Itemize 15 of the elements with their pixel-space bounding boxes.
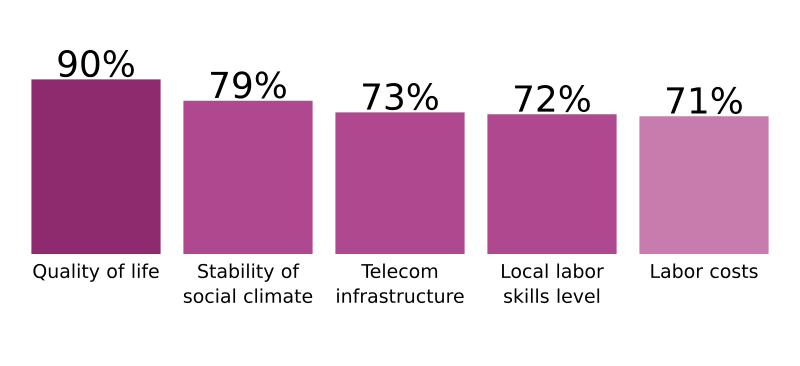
bar	[31, 79, 161, 254]
data-label: 79%	[211, 71, 286, 98]
x-tick-label: Local labor skills level	[502, 264, 604, 304]
bar	[639, 116, 769, 254]
x-tick-label: Stability of social climate	[184, 264, 312, 304]
x-tick-label: Telecom infrastructure	[337, 264, 464, 304]
data-label: 90%	[58, 50, 134, 78]
bar	[183, 100, 313, 254]
data-label: 73%	[363, 83, 438, 110]
data-label: 72%	[515, 84, 590, 112]
bar	[335, 112, 465, 254]
data-label: 71%	[667, 86, 742, 114]
x-tick-label: Labor costs	[651, 264, 758, 278]
x-tick-label: Quality of life	[33, 264, 159, 282]
bar	[487, 114, 617, 254]
